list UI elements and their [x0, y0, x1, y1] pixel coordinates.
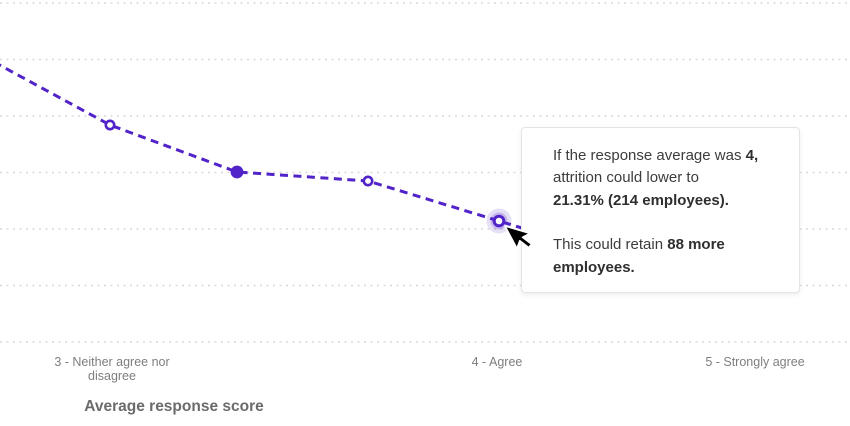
tooltip-paragraph-2: This could retain 88 more employees. [553, 234, 783, 279]
tick-label-line2: disagree [88, 369, 136, 383]
data-point-4.0-hovered[interactable] [492, 214, 506, 228]
tick-label-line1: 3 - Neither agree nor [54, 355, 170, 369]
tooltip-value-retained-2: employees. [553, 258, 635, 276]
data-point-3.33[interactable] [230, 165, 244, 179]
tooltip-paragraph-1: If the response average was 4, attrition… [553, 145, 783, 212]
tooltip-value-average: 4, [745, 147, 759, 164]
tooltip-text: attrition could lower to [553, 169, 699, 187]
tooltip-value-retained: 88 more [667, 236, 725, 254]
x-tick-3-neither-agree-nor-disagree: 3 - Neither agree nor disagree [32, 355, 192, 383]
tooltip-text: If the response average was [553, 147, 746, 164]
data-point-3.67[interactable] [362, 175, 374, 187]
tooltip-value-attrition: 21.31% (214 employees). [553, 191, 729, 209]
tick-label-line1: 4 - Agree [471, 355, 523, 369]
x-axis-title: Average response score [84, 398, 264, 415]
chart-tooltip: If the response average was 4, attrition… [521, 127, 800, 293]
tooltip-text: This could retain [553, 236, 668, 254]
x-tick-5-strongly-agree: 5 - Strongly agree [675, 355, 835, 369]
tick-label-line1: 5 - Strongly agree [705, 355, 805, 369]
data-point-3.0[interactable] [104, 119, 116, 131]
x-tick-4-agree: 4 - Agree [437, 355, 557, 369]
